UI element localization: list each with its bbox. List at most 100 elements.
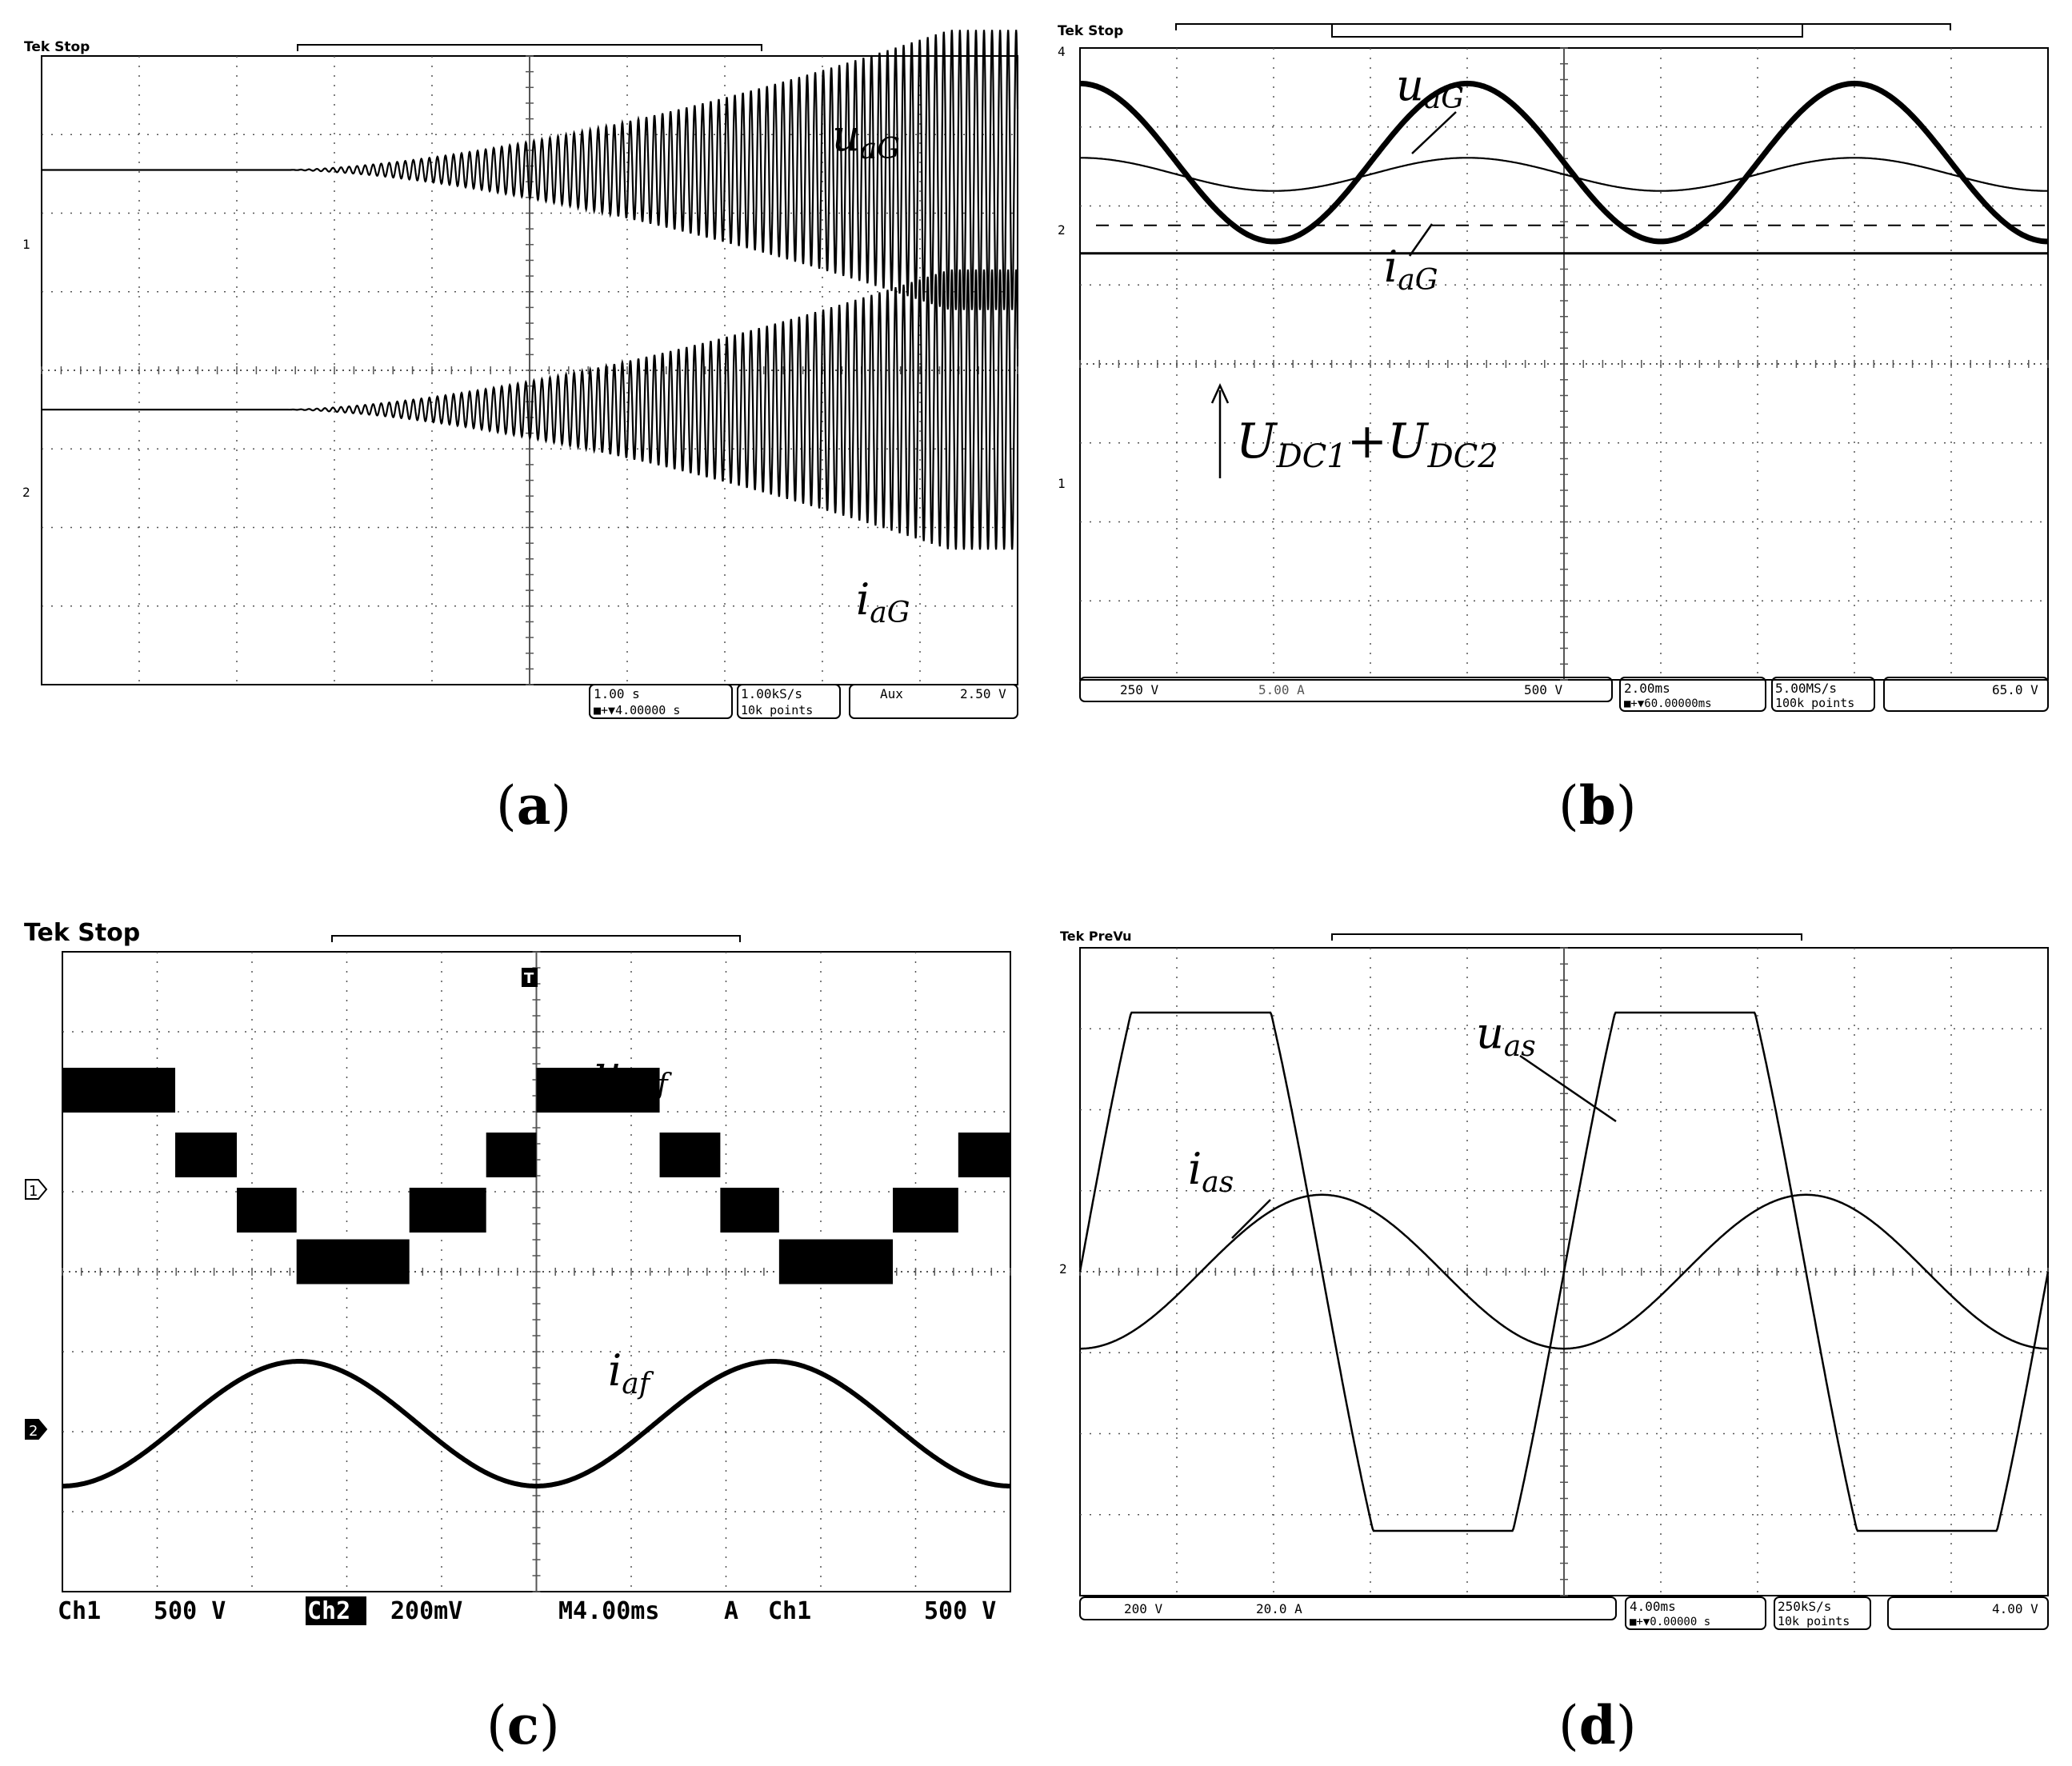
graticule-d [1079, 933, 2049, 1596]
ch4-marker-b: 4 [1058, 44, 1066, 59]
status-label-b: Tek Stop [1058, 23, 1123, 39]
status-label-d: Tek PreVu [1060, 929, 1132, 944]
readout-box-trigger-d [1887, 1596, 2049, 1630]
readout-samplerate-a: 1.00kS/s [741, 686, 802, 701]
leader-i-aG-b [1408, 223, 1434, 257]
trigger-marker-label-c: T [524, 970, 534, 987]
trace-u-abf-step-c [175, 1133, 238, 1177]
trace-u-abf-step-c [237, 1188, 297, 1233]
caption-d: (d) [1558, 1694, 1637, 1756]
readout-triglevel-d: 4.00 V [1992, 1601, 2038, 1616]
ch2-marker-b: 2 [1058, 222, 1066, 238]
traces-d [1078, 1011, 2050, 1532]
trace-u-aG-b [1079, 80, 2048, 245]
readout-box-trigger-b [1883, 677, 2049, 712]
trace-i-af-c [62, 1359, 1010, 1488]
trace-u-abf-step-c [486, 1133, 537, 1177]
panel-d: Tek PreVu 2 uas ias 200 V 20.0 A 4.00ms … [1059, 929, 2050, 1756]
readout-box-time-b [1619, 677, 1766, 712]
readout-ch1-scale-c: 500 V [154, 1597, 226, 1625]
readout-ch1-b: 250 V [1120, 682, 1159, 697]
record-bar-b [1175, 23, 1951, 30]
readout-samplerate-d: 250kS/s [1778, 1599, 1831, 1614]
readout-points-a: 10k points [741, 703, 813, 717]
readout-triglevel-b: 65.0 V [1992, 682, 2038, 697]
trace-i-aG-a [42, 269, 1019, 550]
readout-triglevel-c: 500 V [924, 1597, 996, 1625]
traces-a [42, 30, 1019, 550]
readout-triglevel-a: 2.50 V [960, 686, 1006, 701]
trace-u-abf-step-c [62, 1068, 176, 1113]
leader-u-as-d [1519, 1054, 1617, 1123]
leader-u-aG-b [1411, 111, 1457, 154]
panel-c: Tek Stop T 1 2 uabf iaf Ch1 500 V Ch2 20… [24, 919, 1011, 1756]
readout-position-d: ■+▼0.00000 s [1630, 1616, 1710, 1628]
readout-position-b: ■+▼60.00000ms [1624, 697, 1712, 710]
trace-u-abf-step-c [893, 1188, 958, 1233]
ch1-marker-c: 1 [29, 1183, 38, 1200]
readout-points-b: 100k points [1775, 696, 1854, 710]
readout-box-time-a [589, 684, 733, 719]
graticule-a [41, 44, 1018, 685]
label-i-as-d: ias [1188, 1144, 1234, 1199]
readout-timebase-d: 4.00ms [1630, 1599, 1676, 1614]
arrow-dc-head-b [1210, 382, 1230, 404]
readout-ch1-d: 200 V [1124, 1601, 1163, 1616]
ch1-marker-a: 1 [22, 237, 30, 252]
readout-ch2-box-c [306, 1596, 366, 1625]
ch2-marker-a: 2 [22, 485, 30, 500]
caption-b: (b) [1558, 774, 1637, 837]
readout-points-d: 10k points [1778, 1614, 1850, 1628]
readout-ch2-d: 20.0 A [1256, 1601, 1302, 1616]
label-i-aG-b: iaG [1384, 242, 1438, 297]
readout-ch2-scale-c: 200mV [390, 1597, 462, 1625]
graticule-c [62, 935, 1011, 1592]
readout-ch4-b: 500 V [1524, 682, 1563, 697]
trace-i-aG-b [1080, 157, 2048, 192]
label-u-aG-b: uaG [1396, 60, 1464, 115]
readout-timebase-b: 2.00ms [1624, 681, 1670, 696]
readout-timebase-a: 1.00 s [594, 686, 640, 701]
label-u-as-d: uas [1476, 1008, 1536, 1063]
readout-ch2-b: 5.00 A [1258, 682, 1305, 697]
readout-box-ch-d [1079, 1596, 1617, 1620]
ch1-marker-b: 1 [1058, 476, 1066, 491]
graticule-b [1079, 23, 2049, 681]
readout-box-rate-d [1774, 1596, 1871, 1630]
record-bar-d [1331, 933, 1802, 941]
trace-u-as-d [1078, 1011, 2050, 1532]
readout-ch1-c: Ch1 [58, 1597, 101, 1625]
record-bar-a [297, 44, 762, 51]
trace-u-abf-step-c [296, 1239, 410, 1285]
readout-box-rate-a [737, 684, 841, 719]
readout-box-rate-b [1771, 677, 1875, 712]
label-u-abf-c: uabf [594, 1046, 672, 1101]
panel-a: Tek Stop 1 2 uaG iaG 1.00 s ■+▼4.00000 s… [22, 30, 1019, 837]
record-window-b [1331, 23, 1803, 38]
readout-box-ch-b [1079, 677, 1613, 702]
readout-samplerate-b: 5.00MS/s [1775, 681, 1837, 696]
record-bar-c [331, 935, 741, 942]
trace-u-abf-step-c [409, 1188, 486, 1233]
status-label-c: Tek Stop [24, 919, 140, 947]
trace-i-as-d [1080, 1193, 2048, 1350]
readout-position-a: ■+▼4.00000 s [594, 703, 680, 717]
label-i-aG-a: iaG [856, 574, 910, 629]
trace-u-abf-step-c [720, 1188, 779, 1233]
readout-trigmode-c: A [724, 1597, 738, 1625]
label-i-af-c: iaf [608, 1345, 654, 1400]
trace-u-abf-step-c [536, 1068, 660, 1113]
readout-trigsrc-a: Aux [880, 686, 903, 701]
status-label-a: Tek Stop [24, 39, 90, 55]
readout-trigsrc-c: Ch1 [768, 1597, 811, 1625]
trace-u-aG-a [42, 30, 1019, 310]
caption-a: (a) [496, 774, 571, 837]
trigger-marker-c [522, 968, 538, 987]
label-udc-b: UDC1+UDC2 [1236, 414, 1498, 475]
readout-timebase-c: M4.00ms [558, 1597, 659, 1625]
panel-b: Tek Stop 4 2 1 uaG iaG UDC1+UDC2 250 V 5… [1058, 23, 2049, 837]
traces-c [62, 1068, 1010, 1488]
readout-box-time-d [1625, 1596, 1766, 1630]
ch1-marker-box-c [25, 1179, 48, 1200]
